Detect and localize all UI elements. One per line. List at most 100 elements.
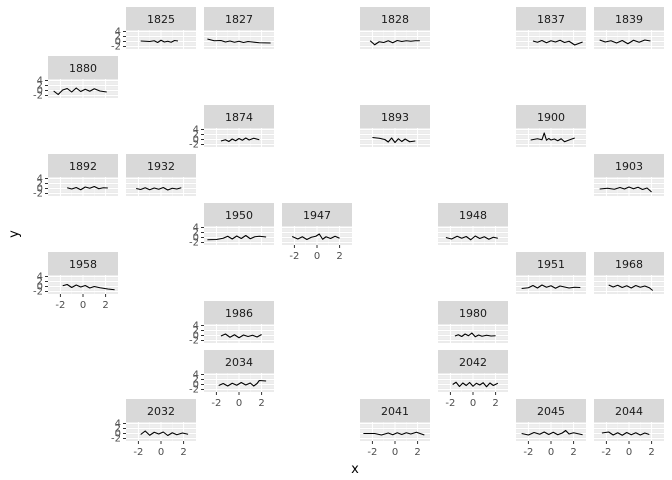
- facet-strip: [204, 301, 274, 324]
- y-tick-label: -2: [189, 140, 199, 151]
- x-tick-label: 2: [570, 447, 576, 458]
- y-tick-label: -2: [33, 189, 43, 200]
- y-tick-label: 0: [193, 380, 199, 391]
- x-tick-label: 2: [492, 398, 498, 409]
- facet-strip-label: 1827: [225, 13, 253, 26]
- series-line: [601, 431, 650, 436]
- facet-strip: [204, 350, 274, 373]
- facet-panel: 1874 420-2: [189, 105, 274, 151]
- facet-panel: 2041 -2 0 2: [360, 399, 430, 458]
- facet-strip: [594, 252, 664, 275]
- facet-strip: [126, 154, 196, 177]
- series-line: [136, 186, 182, 191]
- facet-panel: 2044 -2 0 2: [594, 399, 664, 458]
- facet-strip: [594, 154, 664, 177]
- series-line: [532, 39, 583, 46]
- facet-strip-label: 1951: [537, 258, 565, 271]
- facet-strip: [594, 7, 664, 30]
- y-axis-label: y: [7, 230, 22, 238]
- y-tick-label: 0: [193, 135, 199, 146]
- facet-panel: 1839: [594, 7, 664, 49]
- series-line: [599, 186, 652, 193]
- facet-panel: 1825 420-2: [111, 7, 196, 53]
- facet-strip: [48, 154, 118, 177]
- x-tick-label: -2: [133, 447, 143, 458]
- facet-panel: 1880 420-2: [33, 56, 118, 102]
- facet-panel: 1932: [126, 154, 196, 196]
- facet-panel: 1947 -2 0 2: [282, 203, 352, 262]
- x-tick-label: -2: [55, 300, 65, 311]
- x-tick-label: 2: [258, 398, 264, 409]
- y-tick-label: 4: [37, 272, 43, 283]
- y-tick-label: 4: [193, 370, 199, 381]
- series-line: [62, 283, 115, 291]
- y-tick-label: -2: [111, 434, 121, 445]
- series-line: [521, 429, 583, 436]
- y-tick-label: -2: [33, 91, 43, 102]
- series-line: [363, 431, 425, 436]
- x-tick-label: -2: [601, 447, 611, 458]
- series-line: [53, 87, 107, 96]
- facet-strip: [360, 105, 430, 128]
- x-tick-label: 2: [102, 300, 108, 311]
- facet-strip-label: 2032: [147, 405, 175, 418]
- y-tick-label: 2: [37, 277, 43, 288]
- y-tick-label: 2: [115, 32, 121, 43]
- facet-strip: [126, 7, 196, 30]
- y-tick-label: 0: [37, 282, 43, 293]
- facet-strip: [438, 350, 508, 373]
- y-tick-label: 4: [193, 223, 199, 234]
- y-tick-label: -2: [33, 287, 43, 298]
- facet-strip-label: 1880: [69, 62, 97, 75]
- facet-strip-label: 1837: [537, 13, 565, 26]
- series-line: [140, 430, 189, 437]
- facet-strip-label: 1948: [459, 209, 487, 222]
- series-line: [207, 234, 267, 241]
- facet-strip: [48, 56, 118, 79]
- facet-strip: [48, 252, 118, 275]
- facet-strip: [282, 203, 352, 226]
- x-tick-label: 2: [648, 447, 654, 458]
- facet-strip-label: 1980: [459, 307, 487, 320]
- facet-strip-label: 1947: [303, 209, 331, 222]
- x-tick-label: -2: [523, 447, 533, 458]
- y-tick-label: 4: [193, 125, 199, 136]
- y-tick-label: 2: [37, 81, 43, 92]
- x-tick-label: -2: [367, 447, 377, 458]
- x-tick-label: -2: [445, 398, 455, 409]
- x-tick-label: 0: [626, 447, 632, 458]
- y-tick-label: 4: [115, 419, 121, 430]
- series-line: [369, 39, 420, 46]
- facet-strip: [516, 252, 586, 275]
- facet-strip-label: 2045: [537, 405, 565, 418]
- y-tick-label: -2: [111, 42, 121, 53]
- facet-panel: 1903: [594, 154, 664, 196]
- y-tick-label: 2: [115, 424, 121, 435]
- x-tick-label: 0: [158, 447, 164, 458]
- facet-strip-label: 1950: [225, 209, 253, 222]
- facet-strip: [438, 203, 508, 226]
- facet-panel: 1948: [438, 203, 508, 245]
- series-line: [608, 284, 654, 291]
- facet-strip: [204, 105, 274, 128]
- x-tick-label: 2: [414, 447, 420, 458]
- y-tick-label: 0: [37, 184, 43, 195]
- y-tick-label: 0: [115, 37, 121, 48]
- y-tick-label: -2: [189, 385, 199, 396]
- y-tick-label: 4: [115, 27, 121, 38]
- series-line: [454, 332, 496, 338]
- x-tick-label: 0: [80, 300, 86, 311]
- x-tick-label: 0: [314, 251, 320, 262]
- facet-panel: 1968: [594, 252, 664, 294]
- facet-panel: 1837: [516, 7, 586, 49]
- series-line: [220, 333, 262, 339]
- series-line: [452, 381, 499, 388]
- series-line: [445, 235, 498, 241]
- y-tick-label: -2: [189, 238, 199, 249]
- y-tick-label: 4: [37, 76, 43, 87]
- facet-strip-label: 2044: [615, 405, 643, 418]
- facet-strip-label: 1892: [69, 160, 97, 173]
